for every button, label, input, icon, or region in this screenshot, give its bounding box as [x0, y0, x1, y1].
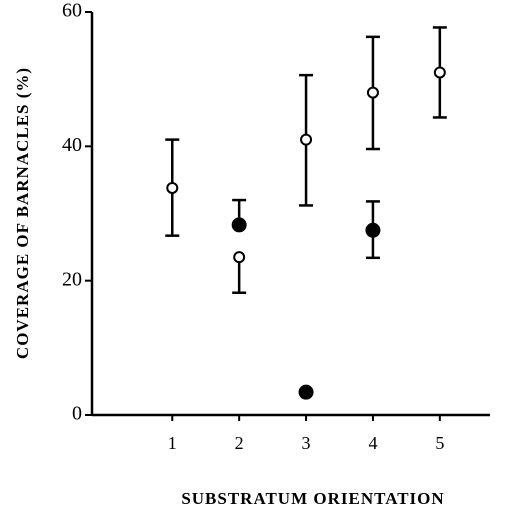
x-tick-label: 5 [435, 433, 444, 453]
point [233, 251, 246, 264]
y-tick-label: 40 [62, 134, 82, 156]
point [298, 384, 314, 400]
x-axis-label: SUBSTRATUM ORIENTATION [181, 489, 444, 508]
x-tick-label: 4 [368, 433, 377, 453]
point [365, 222, 381, 238]
point [366, 86, 379, 99]
point [433, 66, 446, 79]
point [231, 217, 247, 233]
y-tick-label: 60 [62, 0, 82, 22]
y-tick-label: 0 [72, 403, 82, 425]
y-axis-label: COVERAGE OF BARNACLES (%) [13, 67, 32, 359]
x-tick-label: 2 [235, 433, 244, 453]
x-tick-label: 3 [302, 433, 311, 453]
point [166, 181, 179, 194]
y-tick-label: 20 [62, 268, 82, 290]
point [300, 133, 313, 146]
x-tick-label: 1 [168, 433, 177, 453]
